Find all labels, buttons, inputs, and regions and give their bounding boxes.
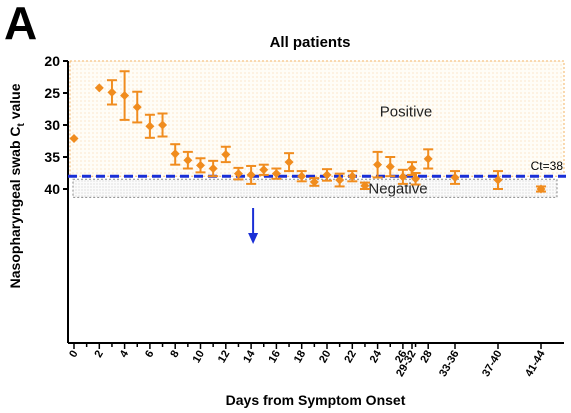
x-tick-label: 10 [191,349,208,366]
data-point [423,154,433,164]
data-point [221,149,231,159]
y-tick-label: 30 [44,117,60,133]
threshold-label: Ct=38 [531,159,564,173]
data-point-group [258,163,269,176]
data-point-group [334,172,345,188]
x-tick-label: 18 [292,349,309,366]
data-point [385,162,395,172]
chart-title: All patients [269,34,351,51]
x-tick-label: 41-44 [523,348,548,379]
data-point-group [493,170,503,190]
x-tick-label: 33-36 [437,349,461,379]
y-tick-label: 25 [44,85,60,101]
data-point-group [132,90,143,124]
data-point-group [347,170,358,183]
data-point [271,169,281,179]
data-point [196,160,205,170]
data-point [208,164,218,174]
arrow-head [248,233,259,244]
data-point-group [271,167,282,180]
data-point-group [423,148,434,170]
y-tick-label: 35 [44,149,60,165]
data-point-group [309,177,320,187]
x-axis-label: Days from Symptom Onset [225,392,406,408]
x-tick-label: 0 [67,349,80,360]
data-point-group [372,150,383,179]
data-point-group [69,133,79,143]
y-tick-label: 40 [44,181,60,197]
data-point [450,172,460,182]
data-point-group [284,152,295,173]
data-point [259,165,269,175]
data-point [411,174,421,184]
data-point [132,102,142,112]
data-point-group [182,150,193,170]
data-point [145,121,155,131]
data-point [536,184,546,194]
x-tick-label: 26 [393,349,410,366]
y-tick-label: 20 [44,53,60,69]
data-point [360,181,370,191]
data-point-group [170,143,181,166]
data-point-group [119,70,130,121]
data-point [170,149,180,159]
positive-region-label: Positive [380,104,433,121]
data-point [246,170,256,180]
x-tick-label: 14 [241,348,258,365]
data-point-group [233,166,244,181]
data-point [69,133,79,143]
data-point [309,177,319,187]
x-tick-label: 22 [342,349,359,366]
data-point [347,171,357,181]
x-tick-label: 12 [216,349,233,366]
data-point [398,172,408,182]
data-point-group [208,159,219,178]
data-point [373,160,383,170]
positive-region [69,60,565,177]
data-point-group [322,168,332,182]
data-point [183,155,193,165]
data-point [120,91,130,101]
data-point-group [296,170,307,183]
x-tick-label: 20 [317,349,334,366]
data-point [158,120,168,130]
x-tick-label: 4 [118,348,132,360]
x-tick-label: 8 [168,349,181,360]
data-point [322,170,332,180]
data-point [407,164,417,174]
data-point-group [450,170,460,185]
data-point [297,171,307,181]
x-tick-label: 2 [92,349,105,360]
data-point-group [144,113,155,139]
data-point [94,83,104,93]
data-point-group [220,145,231,164]
data-point [233,169,243,179]
data-point-group [94,83,104,93]
data-point-group [246,164,257,185]
data-point [107,87,117,97]
data-point-group [407,161,417,176]
data-point-group [536,184,546,194]
data-point-group [157,112,168,138]
x-tick-label: 16 [266,349,283,366]
panel-letter: A [4,0,38,49]
x-tick-label: 6 [143,349,156,360]
data-point [493,175,503,185]
data-point [284,157,294,167]
data-point-group [385,156,396,178]
data-point-group [195,157,206,174]
data-point-group [397,168,408,185]
x-tick-label: 28 [418,349,435,366]
data-point-group [106,79,117,106]
data-point-group [359,181,370,191]
x-tick-label: 24 [368,348,385,365]
data-point [335,175,345,185]
x-tick-label: 37-40 [480,349,504,379]
